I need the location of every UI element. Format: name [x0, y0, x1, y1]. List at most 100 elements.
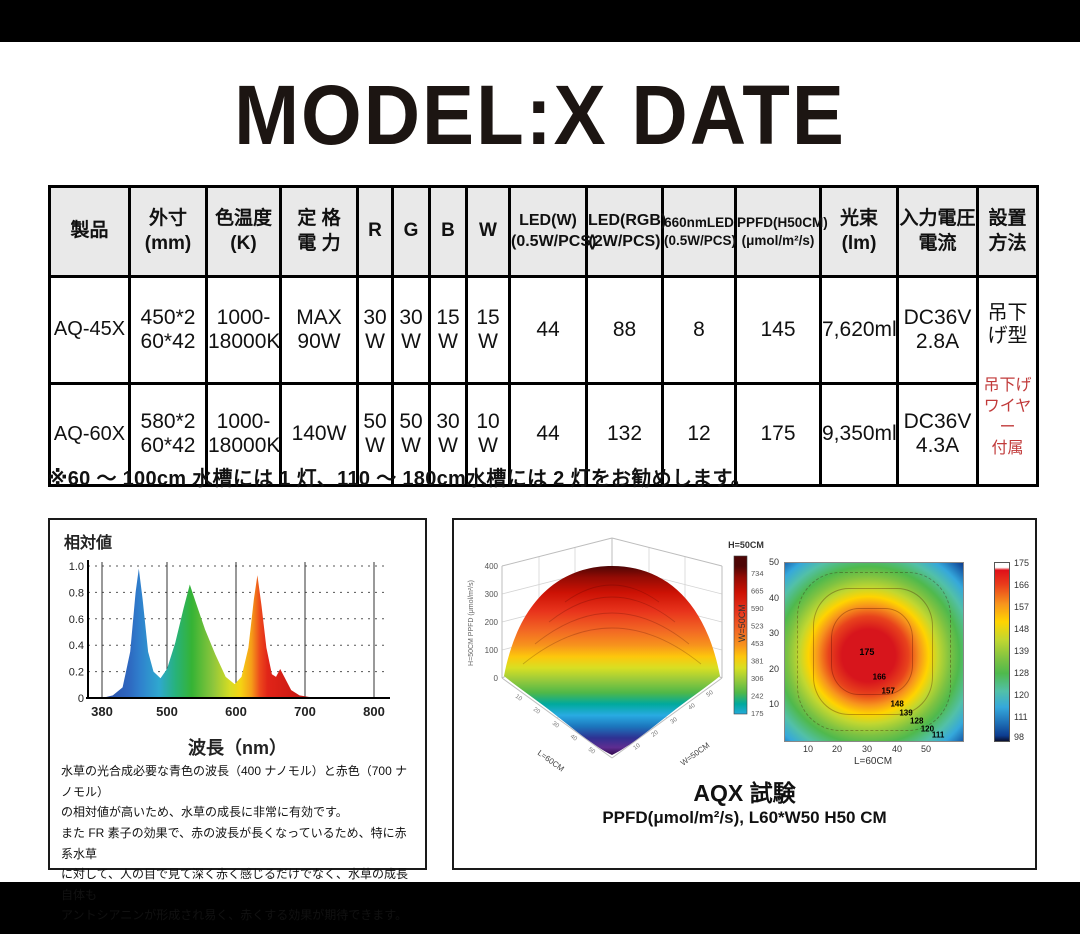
svg-text:242: 242: [751, 692, 764, 701]
svg-text:600: 600: [225, 704, 247, 719]
contour-value-label: 111: [931, 730, 945, 740]
contour-y-tick: 50: [768, 557, 779, 567]
contour-y-axis-label: W=50CM: [737, 604, 747, 642]
contour-value-label: 166: [872, 672, 887, 682]
svg-text:10: 10: [514, 694, 523, 703]
contour-heatmap: 175 166 157 148 139 128 120 111: [784, 562, 964, 742]
svg-text:0.4: 0.4: [69, 640, 84, 652]
svg-text:523: 523: [751, 622, 764, 631]
cell-w: 10 W: [465, 381, 511, 487]
contour-colorbar-tick: 157: [1014, 602, 1030, 612]
cell-flux: 9,350ml: [819, 381, 899, 487]
page-title: MODEL:X DATE: [234, 67, 846, 163]
col-header-install-method: 設置 方法: [976, 185, 1039, 278]
svg-text:380: 380: [91, 704, 113, 719]
contour-x-tick: 50: [920, 744, 931, 754]
spectrum-panel: 相対値: [48, 518, 427, 922]
cell-rated-power: 140W: [279, 381, 359, 487]
contour-x-tick: 20: [831, 744, 842, 754]
svg-text:0: 0: [78, 693, 84, 705]
svg-text:800: 800: [363, 704, 385, 719]
col-header-r: R: [356, 185, 394, 278]
contour-value-label: 120: [920, 724, 935, 734]
col-header-ppfd: PPFD(H50CM) (μmol/m²/s): [734, 185, 828, 278]
col-header-input-voltage: 入力電圧 電流: [896, 185, 979, 278]
contour-colorbar-tick: 175: [1014, 558, 1030, 568]
contour-y-tick: 10: [768, 699, 779, 710]
surface-contour-arcs: [522, 584, 702, 665]
test-caption-subtitle: PPFD(μmol/m²/s), L60*W50 H50 CM: [602, 808, 887, 827]
col-header-product: 製品: [48, 185, 131, 278]
cell-input-voltage: DC36V 2.8A: [896, 275, 979, 385]
cell-led-rgb: 132: [585, 381, 664, 487]
install-method-main: 吊下げ型: [987, 302, 1028, 348]
contour-x-axis-label: L=60CM: [853, 756, 893, 767]
cell-input-voltage: DC36V 4.3A: [896, 381, 979, 487]
surface-colorbar-title: H=50CM: [728, 540, 764, 550]
svg-text:200: 200: [485, 618, 499, 627]
svg-text:665: 665: [751, 587, 764, 596]
svg-text:0: 0: [494, 674, 499, 683]
cell-b: 15 W: [428, 275, 468, 385]
surface-z-axis-label: H=50CM PPFD (μmol/m²/s): [468, 580, 475, 666]
spectrum-chart: 1.0 0.8 0.6 0.4 0.2 0 380 500 600 700 80…: [69, 560, 390, 719]
content-area: MODEL:X DATE 製品 外寸 (mm) 色温度 (K) 定 格 電 力 …: [0, 42, 1080, 922]
contour-value-label: 175: [859, 647, 875, 657]
svg-text:0.2: 0.2: [69, 667, 84, 679]
svg-text:590: 590: [751, 604, 764, 613]
col-header-rated-power: 定 格 電 力: [279, 185, 359, 278]
surface-w-axis-label: W=50CM: [679, 740, 712, 767]
svg-text:10: 10: [633, 742, 642, 751]
contour-line: [813, 587, 933, 715]
spectrum-axes: [86, 560, 390, 699]
surface-dome: [504, 566, 720, 755]
cell-ppfd: 175: [734, 381, 822, 487]
svg-text:500: 500: [156, 704, 178, 719]
svg-text:20: 20: [651, 729, 660, 738]
cell-660nm-led: 8: [661, 275, 737, 385]
svg-text:50: 50: [587, 747, 596, 756]
svg-text:100: 100: [485, 646, 499, 655]
svg-text:381: 381: [751, 657, 764, 666]
cell-rated-power: MAX 90W: [279, 275, 359, 385]
surface-colorbar-ticks: 734 665 590 523 453 381 306 242 175: [751, 569, 764, 718]
svg-text:400: 400: [485, 562, 499, 571]
col-header-dimensions: 外寸 (mm): [128, 185, 208, 278]
cell-led-w: 44: [508, 381, 588, 487]
cell-install-method: 吊下げ型 吊下げ ワイヤー 付属: [976, 275, 1039, 487]
spectrum-x-axis-label: 波長（nm）: [188, 738, 287, 758]
col-header-led-w: LED(W) (0.5W/PCS): [508, 185, 596, 278]
contour-line: [797, 571, 951, 731]
svg-text:40: 40: [569, 734, 578, 743]
cell-model: AQ-60X: [48, 381, 131, 487]
svg-text:306: 306: [751, 674, 764, 683]
cell-led-w: 44: [508, 275, 588, 385]
contour-value-label: 128: [910, 716, 924, 726]
recommendation-note: ※60 ～ 100cm 水槽には 1 灯、110 ～ 180cm水槽には 2 灯…: [48, 468, 752, 490]
svg-text:30: 30: [551, 721, 560, 730]
cell-r: 50 W: [356, 381, 394, 487]
svg-text:1.0: 1.0: [69, 561, 84, 573]
contour-y-tick: 30: [768, 628, 779, 639]
contour-line: [831, 607, 914, 695]
col-header-w: W: [465, 185, 511, 278]
cell-660nm-led: 12: [661, 381, 737, 487]
contour-colorbar: [994, 562, 1010, 742]
contour-colorbar-tick: 111: [1014, 712, 1028, 722]
cell-g: 50 W: [391, 381, 431, 487]
surface-z-ticks: 400 300 200 100 0: [485, 562, 499, 683]
col-header-660nm-led: 660nmLED (0.5W/PCS): [661, 185, 737, 278]
surface-w-axis-ticks: 10 20 30 40 50: [633, 689, 715, 751]
surface-l-axis-label: L=60CM: [536, 748, 566, 773]
col-header-b: B: [428, 185, 468, 278]
svg-text:50: 50: [706, 689, 715, 698]
contour-y-tick: 40: [768, 592, 779, 603]
cell-model: AQ-45X: [48, 275, 131, 385]
contour-value-label: 139: [899, 708, 913, 718]
contour-colorbar-tick: 166: [1014, 580, 1030, 590]
cell-led-rgb: 88: [585, 275, 664, 385]
svg-text:175: 175: [751, 709, 764, 718]
spectrum-y-axis-label: 相対値: [64, 535, 113, 552]
test-caption-title: AQX 試験: [693, 780, 796, 806]
